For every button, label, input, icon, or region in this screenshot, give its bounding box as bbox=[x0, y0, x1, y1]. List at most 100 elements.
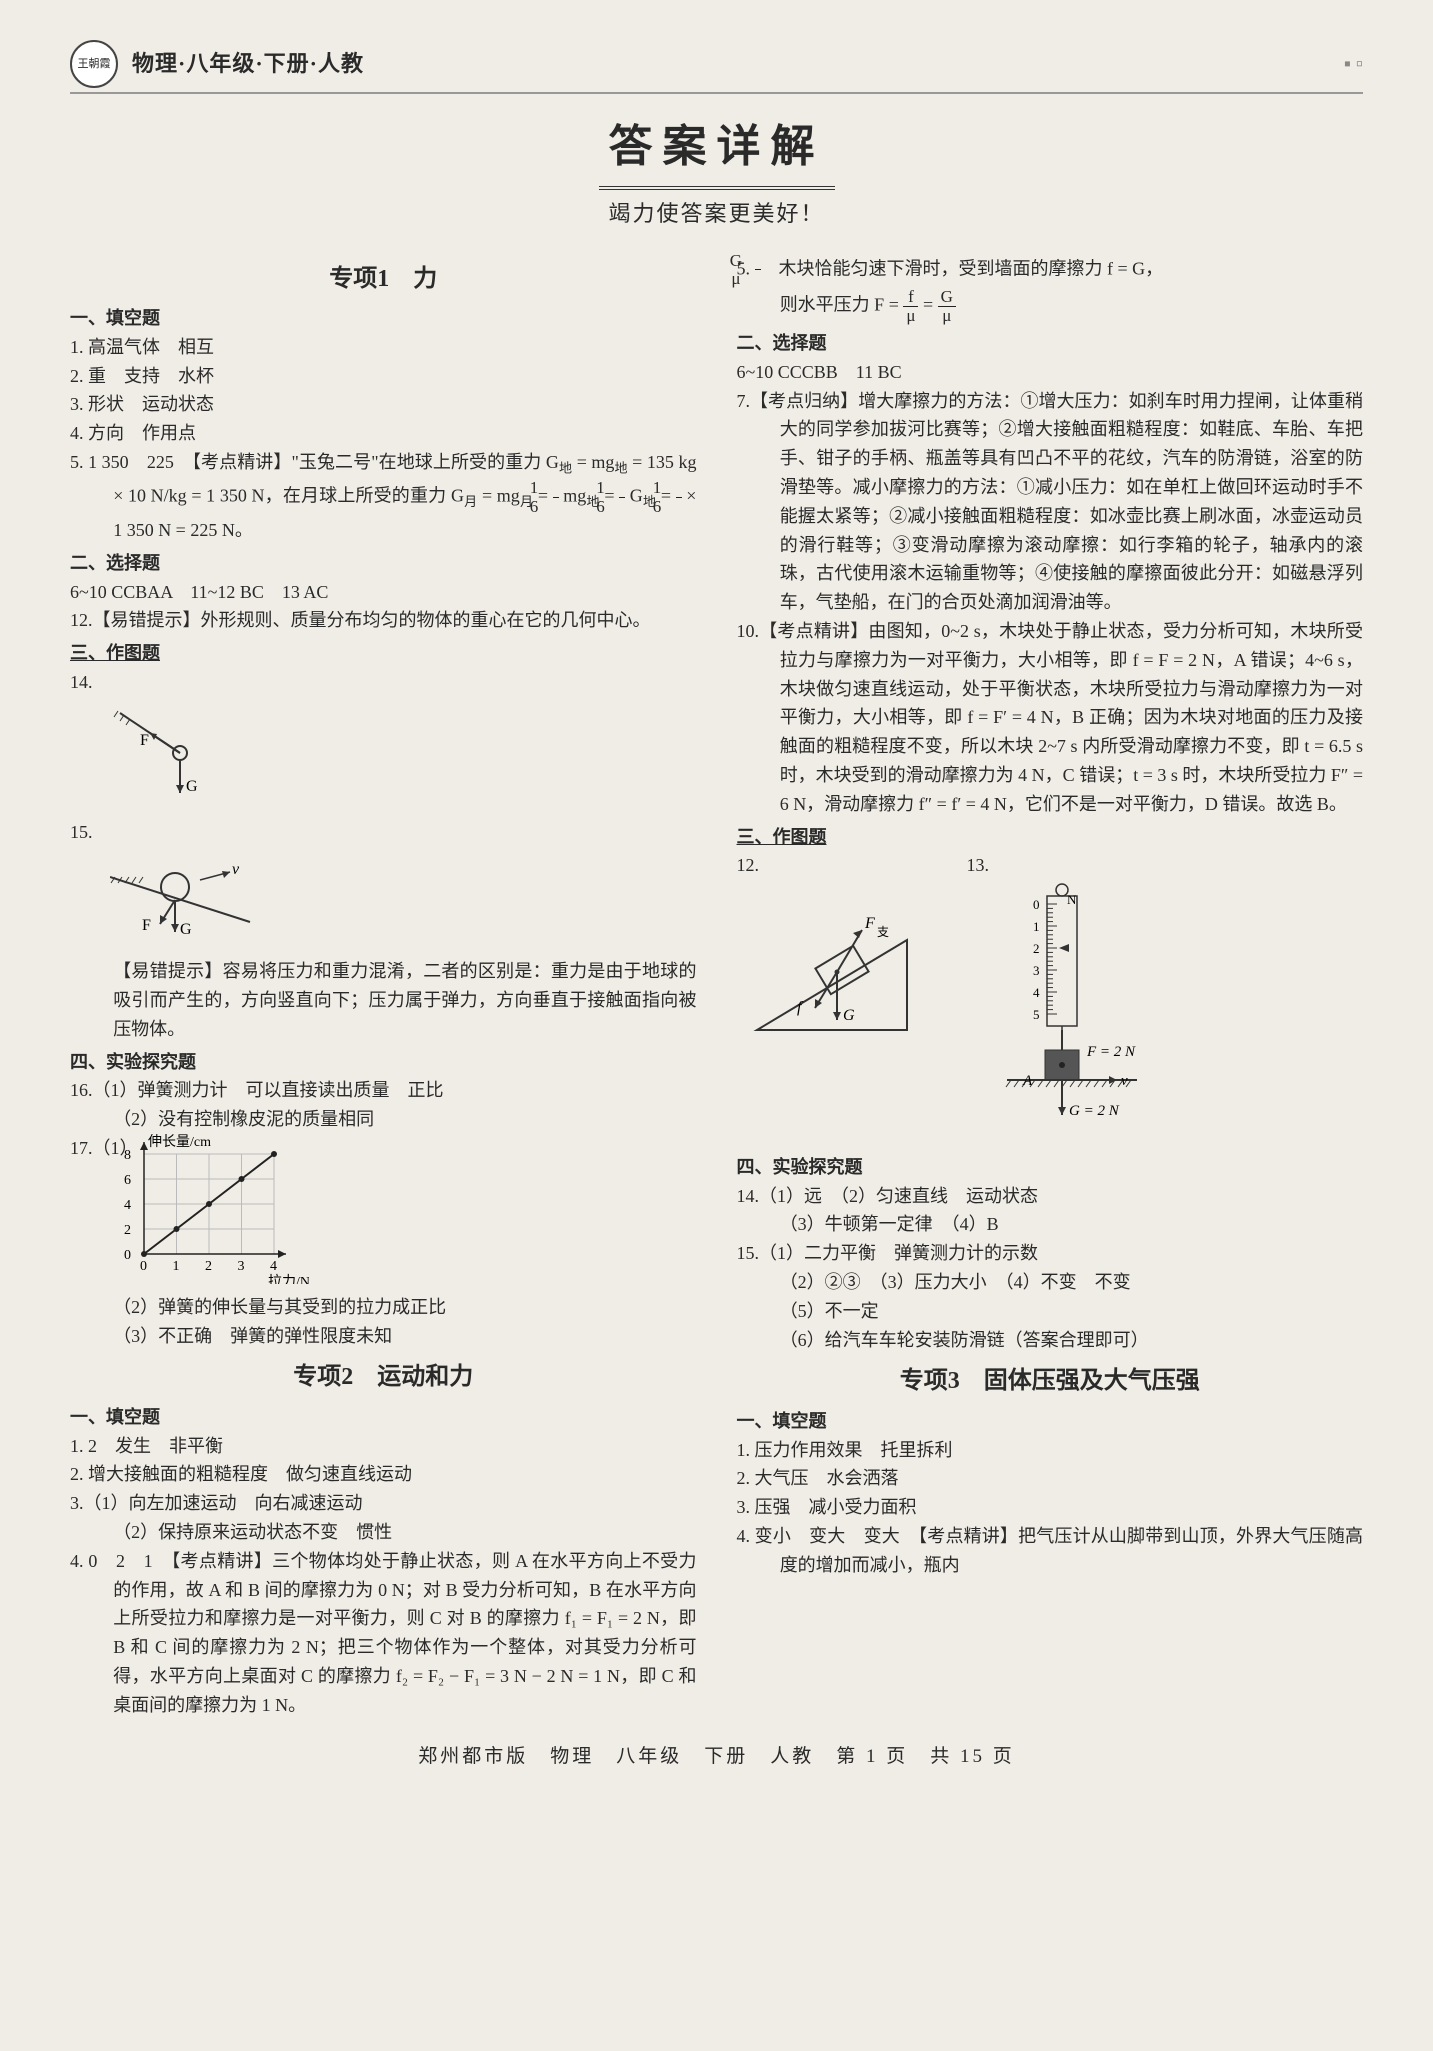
svg-text:1: 1 bbox=[1033, 919, 1040, 934]
text: 则水平压力 F = bbox=[780, 295, 904, 315]
answer-item: （6）给汽车车轮安装防滑链（答案合理即可） bbox=[737, 1326, 1364, 1355]
answer-item: 12. bbox=[737, 851, 927, 880]
book-title: 物理·八年级·下册·人教 bbox=[132, 46, 364, 81]
svg-text:2: 2 bbox=[124, 1223, 131, 1238]
two-column-layout: 专项1 力 一、填空题 1. 高温气体 相互 2. 重 支持 水杯 3. 形状 … bbox=[70, 252, 1363, 1720]
answer-item: 1. 高温气体 相互 bbox=[70, 333, 697, 362]
svg-text:拉力/N: 拉力/N bbox=[268, 1274, 309, 1284]
svg-text:0: 0 bbox=[124, 1248, 131, 1263]
label: v bbox=[232, 861, 240, 878]
answer-item: 4. 0 2 1 【考点精讲】三个物体均处于静止状态，则 A 在水平方向上不受力… bbox=[70, 1547, 697, 1720]
chart-17: 0123402468伸长量/cm拉力/N bbox=[142, 1134, 309, 1293]
answer-item: 7.【考点归纳】增大摩擦力的方法：①增大压力：如刹车时用力捏闸，让体重稍大的同学… bbox=[737, 387, 1364, 617]
answer-item: 3. 压强 减小受力面积 bbox=[737, 1493, 1364, 1522]
category-heading: 一、填空题 bbox=[70, 304, 697, 333]
answer-item: 2. 重 支持 水杯 bbox=[70, 362, 697, 391]
answer-item: （2）弹簧的伸长量与其受到的拉力成正比 bbox=[70, 1293, 697, 1322]
answer-item: 17.（1） 0123402468伸长量/cm拉力/N bbox=[70, 1134, 697, 1293]
answer-item: 13. bbox=[967, 851, 1167, 880]
answer-item: 12.【易错提示】外形规则、质量分布均匀的物体的重心在它的几何中心。 bbox=[70, 606, 697, 635]
answer-item: （3）不正确 弹簧的弹性限度未知 bbox=[70, 1322, 697, 1351]
svg-text:伸长量/cm: 伸长量/cm bbox=[148, 1134, 211, 1150]
text: = mg bbox=[572, 452, 614, 472]
svg-text:0: 0 bbox=[1033, 897, 1040, 912]
incline-diagram-icon: F 支 G f bbox=[737, 880, 927, 1050]
label: G bbox=[843, 1007, 855, 1024]
answer-item: （2）没有控制橡皮泥的质量相同 bbox=[70, 1105, 697, 1134]
section-1-title: 专项1 力 bbox=[70, 260, 697, 298]
force-diagram-icon: F G bbox=[110, 703, 230, 803]
main-title: 答案详解 bbox=[599, 112, 835, 190]
svg-text:4: 4 bbox=[124, 1198, 131, 1213]
answer-item: 3. 形状 运动状态 bbox=[70, 390, 697, 419]
subtitle: 竭力使答案更美好！ bbox=[70, 196, 1363, 231]
category-heading: 四、实验探究题 bbox=[70, 1048, 697, 1077]
label: G bbox=[180, 921, 192, 938]
answer-item: 2. 大气压 水会洒落 bbox=[737, 1464, 1364, 1493]
numerator: f bbox=[903, 288, 918, 307]
logo-text: 王朝霞 bbox=[78, 58, 111, 70]
svg-text:N: N bbox=[1067, 892, 1077, 907]
category-heading: 四、实验探究题 bbox=[737, 1153, 1364, 1182]
svg-text:A: A bbox=[1022, 1073, 1033, 1089]
label: 支 bbox=[877, 925, 889, 939]
text: mg bbox=[559, 486, 587, 506]
answer-item: 3.（1）向左加速运动 向右减速运动 bbox=[70, 1489, 697, 1518]
text: 5. 1 350 225 【考点精讲】"玉兔二号"在地球上所受的重力 G bbox=[70, 452, 559, 472]
category-heading: 三、作图题 bbox=[70, 639, 697, 668]
label: F bbox=[140, 732, 149, 749]
page-header: 王朝霞 物理·八年级·下册·人教 ▪ ▫ bbox=[70, 40, 1363, 94]
svg-text:4: 4 bbox=[1033, 985, 1040, 1000]
answer-item: （2）②③ （3）压力大小 （4）不变 不变 bbox=[737, 1268, 1364, 1297]
answer-item: （5）不一定 bbox=[737, 1297, 1364, 1326]
force-diagram-icon: v F G bbox=[110, 852, 270, 942]
subscript: 地 bbox=[559, 461, 572, 476]
svg-text:0: 0 bbox=[140, 1259, 147, 1274]
category-heading: 一、填空题 bbox=[737, 1407, 1364, 1436]
brand-logo: 王朝霞 bbox=[70, 40, 118, 88]
text: = bbox=[918, 295, 937, 315]
answer-item: 6~10 CCCBB 11 BC bbox=[737, 358, 1364, 387]
answer-item: 1. 压力作用效果 托里拆利 bbox=[737, 1436, 1364, 1465]
fraction: fμ bbox=[903, 288, 918, 325]
svg-text:v: v bbox=[1121, 1073, 1128, 1089]
subscript: 月 bbox=[464, 494, 477, 509]
answer-item: 15. bbox=[70, 818, 697, 847]
answer-note: 【易错提示】容易将压力和重力混淆，二者的区别是：重力是由于地球的吸引而产生的，方… bbox=[70, 957, 697, 1043]
category-heading: 二、选择题 bbox=[70, 549, 697, 578]
answer-item: 5. 1 350 225 【考点精讲】"玉兔二号"在地球上所受的重力 G地 = … bbox=[70, 448, 697, 545]
diagram-14: F G bbox=[110, 703, 697, 812]
title-block: 答案详解 bbox=[70, 112, 1363, 190]
label: F bbox=[142, 917, 151, 934]
fraction: Gμ bbox=[938, 288, 956, 325]
numerator: G bbox=[938, 288, 956, 307]
label: G bbox=[186, 778, 198, 795]
answer-item: 14. bbox=[70, 668, 697, 697]
section-3-title: 专项3 固体压强及大气压强 bbox=[737, 1362, 1364, 1400]
denominator: μ bbox=[938, 307, 956, 325]
svg-text:G = 2 N: G = 2 N bbox=[1069, 1103, 1120, 1119]
left-column: 专项1 力 一、填空题 1. 高温气体 相互 2. 重 支持 水杯 3. 形状 … bbox=[70, 252, 697, 1720]
svg-text:2: 2 bbox=[205, 1259, 212, 1274]
spring-scale-diagram-icon: 012345NF = 2 NvAG = 2 N bbox=[967, 880, 1167, 1140]
diagram-12-wrap: 12. F 支 G f bbox=[737, 851, 927, 1059]
diagram-13-wrap: 13. 012345NF = 2 NvAG = 2 N bbox=[967, 851, 1167, 1149]
answer-item: 则水平压力 F = fμ = Gμ bbox=[737, 288, 1364, 325]
answer-item: 15.（1）二力平衡 弹簧测力计的示数 bbox=[737, 1239, 1364, 1268]
answer-item: 16.（1）弹簧测力计 可以直接读出质量 正比 bbox=[70, 1076, 697, 1105]
svg-text:F = 2 N: F = 2 N bbox=[1086, 1044, 1136, 1060]
denominator: μ bbox=[903, 307, 918, 325]
category-heading: 三、作图题 bbox=[737, 823, 1364, 852]
diagram-15: v F G bbox=[110, 852, 697, 951]
svg-text:8: 8 bbox=[124, 1148, 131, 1163]
answer-item: 14.（1）远 （2）匀速直线 运动状态 bbox=[737, 1182, 1364, 1211]
answer-item: 4. 变小 变大 变大 【考点精讲】把气压计从山脚带到山顶，外界大气压随高度的增… bbox=[737, 1522, 1364, 1580]
text: = mg bbox=[477, 486, 519, 506]
answer-item: 1. 2 发生 非平衡 bbox=[70, 1432, 697, 1461]
svg-text:4: 4 bbox=[270, 1259, 277, 1274]
svg-text:5: 5 bbox=[1033, 1007, 1040, 1022]
svg-text:3: 3 bbox=[1033, 963, 1040, 978]
line-chart-icon: 0123402468伸长量/cm拉力/N bbox=[99, 1134, 309, 1284]
answer-item: 4. 方向 作用点 bbox=[70, 419, 697, 448]
answer-item: （3）牛顿第一定律 （4）B bbox=[737, 1210, 1364, 1239]
